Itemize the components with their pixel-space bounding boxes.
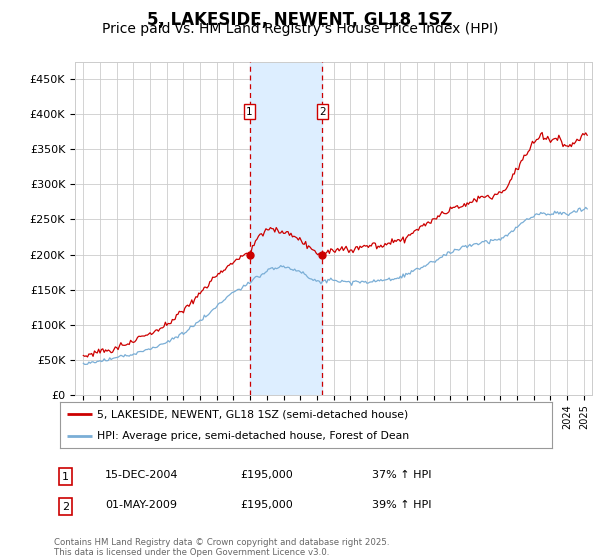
Text: £195,000: £195,000 (240, 470, 293, 480)
Text: Price paid vs. HM Land Registry's House Price Index (HPI): Price paid vs. HM Land Registry's House … (102, 22, 498, 36)
Text: 2: 2 (319, 106, 326, 116)
Text: 5, LAKESIDE, NEWENT, GL18 1SZ (semi-detached house): 5, LAKESIDE, NEWENT, GL18 1SZ (semi-deta… (97, 409, 408, 419)
Text: HPI: Average price, semi-detached house, Forest of Dean: HPI: Average price, semi-detached house,… (97, 431, 409, 441)
Text: 15-DEC-2004: 15-DEC-2004 (105, 470, 179, 480)
Text: 1: 1 (62, 472, 69, 482)
Text: Contains HM Land Registry data © Crown copyright and database right 2025.
This d: Contains HM Land Registry data © Crown c… (54, 538, 389, 557)
Text: 01-MAY-2009: 01-MAY-2009 (105, 500, 177, 510)
Text: 5, LAKESIDE, NEWENT, GL18 1SZ: 5, LAKESIDE, NEWENT, GL18 1SZ (147, 11, 453, 29)
Text: 2: 2 (62, 502, 69, 512)
Bar (250, 62, 322, 395)
Text: £195,000: £195,000 (240, 500, 293, 510)
Text: 39% ↑ HPI: 39% ↑ HPI (372, 500, 431, 510)
Text: 1: 1 (246, 106, 253, 116)
Text: 37% ↑ HPI: 37% ↑ HPI (372, 470, 431, 480)
